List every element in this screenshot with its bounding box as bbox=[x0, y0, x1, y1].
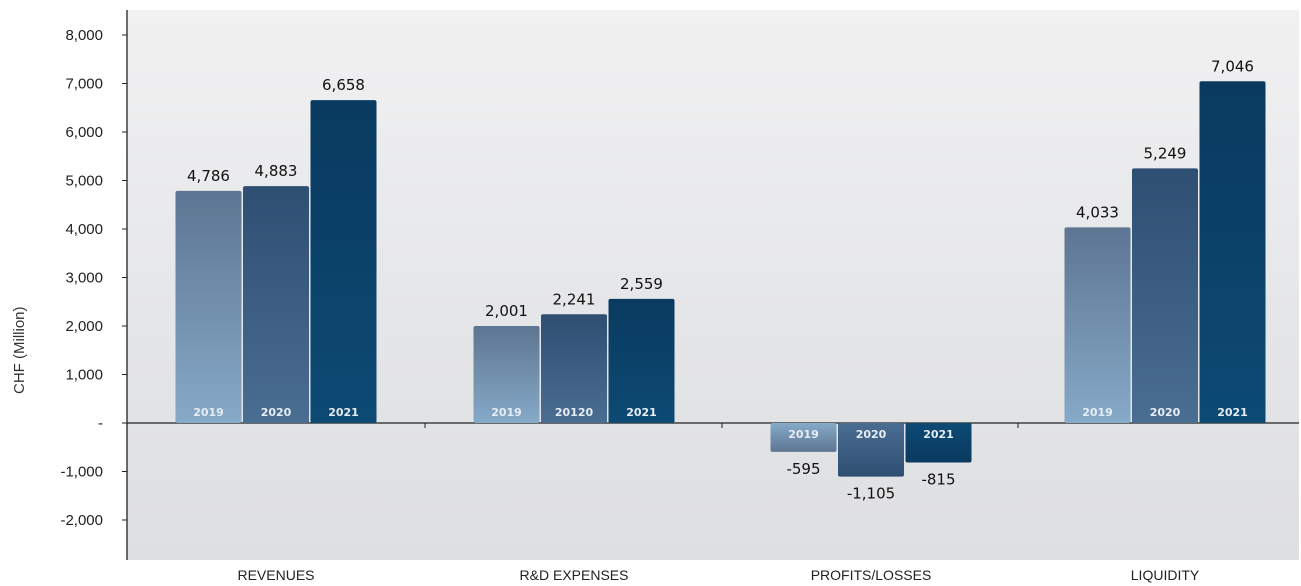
bar-profits-losses-2021 bbox=[905, 423, 972, 463]
y-tick-label: -1,000 bbox=[60, 464, 103, 481]
bar-value-label: 5,249 bbox=[1144, 144, 1187, 162]
category-label: PROFITS/LOSSES bbox=[811, 567, 932, 583]
bar-profits-losses-2020 bbox=[838, 423, 904, 477]
bar-liquidity-2020 bbox=[1132, 168, 1198, 423]
y-tick-label: 1,000 bbox=[65, 367, 103, 384]
category-label: REVENUES bbox=[237, 567, 314, 583]
bar-value-label: 6,658 bbox=[322, 76, 365, 94]
y-axis-label: CHF (Million) bbox=[11, 307, 28, 395]
bar-value-label: 7,046 bbox=[1211, 57, 1254, 75]
bar-value-label: -595 bbox=[786, 460, 820, 478]
bar-value-label: 4,786 bbox=[187, 167, 230, 185]
bar-revenues-2019 bbox=[175, 190, 242, 423]
bar-revenues-2021 bbox=[310, 100, 377, 423]
bar-revenues-2020 bbox=[243, 186, 309, 423]
bar-year-label: 2021 bbox=[626, 406, 657, 419]
y-tick-label: 2,000 bbox=[65, 318, 103, 335]
y-tick-label: 8,000 bbox=[65, 27, 103, 44]
y-tick-label: - bbox=[98, 415, 103, 432]
bar-value-label: -815 bbox=[921, 471, 955, 489]
bar-r-d-expenses-2021 bbox=[608, 298, 675, 423]
bar-year-label: 2021 bbox=[1217, 406, 1248, 419]
bar-value-label: 4,883 bbox=[255, 162, 298, 180]
bar-value-label: 2,559 bbox=[620, 275, 663, 293]
bar-liquidity-2021 bbox=[1199, 81, 1266, 424]
bar-year-label: 2020 bbox=[856, 428, 887, 441]
category-label: R&D EXPENSES bbox=[520, 567, 629, 583]
bar-year-label: 2020 bbox=[1150, 406, 1181, 419]
bar-value-label: 2,001 bbox=[485, 302, 528, 320]
bar-value-label: 2,241 bbox=[553, 290, 596, 308]
y-tick-label: 5,000 bbox=[65, 173, 103, 190]
bar-year-label: 2019 bbox=[1082, 406, 1113, 419]
bar-r-d-expenses-2020 bbox=[541, 314, 607, 423]
bar-r-d-expenses-2019 bbox=[473, 325, 540, 423]
y-tick-label: 4,000 bbox=[65, 221, 103, 238]
bar-value-label: 4,033 bbox=[1076, 203, 1119, 221]
y-tick-label: 3,000 bbox=[65, 270, 103, 287]
bar-year-label: 2019 bbox=[491, 406, 522, 419]
bar-profits-losses-2019 bbox=[770, 423, 837, 452]
bar-liquidity-2019 bbox=[1064, 227, 1131, 423]
y-tick-label: -2,000 bbox=[60, 512, 103, 529]
bar-year-label: 2019 bbox=[193, 406, 224, 419]
y-tick-label: 7,000 bbox=[65, 76, 103, 93]
y-tick-label: 6,000 bbox=[65, 124, 103, 141]
bar-year-label: 2020 bbox=[261, 406, 292, 419]
bar-year-label: 2021 bbox=[328, 406, 359, 419]
bar-year-label: 2021 bbox=[923, 428, 954, 441]
category-label: LIQUIDITY bbox=[1131, 567, 1200, 583]
bar-year-label: 2019 bbox=[788, 428, 819, 441]
bar-value-label: -1,105 bbox=[847, 485, 895, 503]
bar-year-label: 20120 bbox=[555, 406, 594, 419]
